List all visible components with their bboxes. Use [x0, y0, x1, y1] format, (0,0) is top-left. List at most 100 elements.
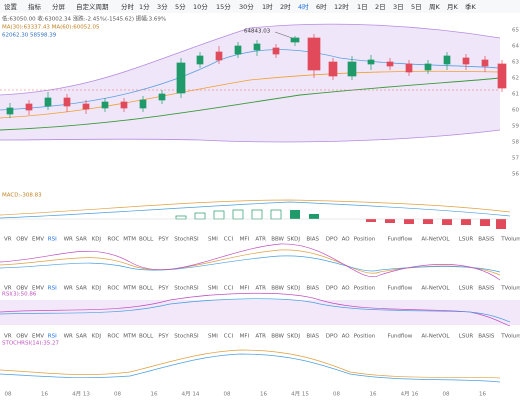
period-button[interactable]: 周K: [429, 3, 441, 11]
indicator-tab[interactable]: SMI: [208, 334, 218, 340]
indicator-tab[interactable]: AI-NetVOL: [421, 286, 450, 292]
toolbar-button[interactable]: 分屏: [52, 2, 66, 11]
indicator-tab[interactable]: BASIS: [478, 286, 495, 292]
indicator-tab[interactable]: ROC: [107, 286, 119, 292]
indicator-tab[interactable]: SMI: [208, 237, 218, 243]
period-button[interactable]: 分时: [121, 2, 135, 11]
period-button[interactable]: 15分: [216, 2, 231, 11]
indicator-tab[interactable]: BIAS: [306, 286, 319, 292]
indicator-tab[interactable]: TVolume: [500, 286, 520, 292]
indicator-tab[interactable]: Fundflow: [388, 286, 413, 292]
toolbar-button[interactable]: 自定义周期: [76, 2, 109, 11]
period-button[interactable]: 30分: [239, 2, 254, 11]
indicator-tab[interactable]: AI-NetVOL: [421, 334, 450, 340]
indicator-tab[interactable]: RSI: [48, 237, 57, 243]
indicator-tab[interactable]: StochRSI: [174, 334, 199, 340]
indicator-tab[interactable]: AO: [342, 286, 351, 292]
indicator-tab[interactable]: MTM: [123, 286, 136, 292]
indicator-tab[interactable]: WR: [64, 237, 73, 243]
indicator-tab[interactable]: BBW: [271, 334, 284, 340]
indicator-tab[interactable]: ATR: [255, 286, 266, 292]
indicator-tab[interactable]: PSY: [158, 334, 169, 340]
indicator-tab[interactable]: TVolume: [500, 237, 520, 243]
indicator-tab[interactable]: LSUR: [459, 286, 474, 292]
indicator-tab[interactable]: ATR: [255, 334, 266, 340]
indicator-tab[interactable]: AI-NetVOL: [421, 237, 450, 243]
period-button[interactable]: 1分: [139, 2, 150, 11]
indicator-tab[interactable]: SAR: [76, 334, 87, 340]
indicator-tab[interactable]: WR: [64, 286, 73, 292]
toolbar-button[interactable]: 设置: [4, 2, 18, 11]
period-button[interactable]: 6时: [316, 2, 327, 11]
indicator-tab[interactable]: Fundflow: [388, 237, 413, 243]
indicator-tab[interactable]: AO: [342, 334, 351, 340]
indicator-tab[interactable]: EMV: [32, 334, 44, 340]
indicator-tab[interactable]: Fundflow: [388, 334, 413, 340]
period-button[interactable]: 12时: [334, 2, 349, 11]
indicator-tab[interactable]: Position: [354, 334, 376, 340]
indicator-tab[interactable]: BASIS: [478, 237, 495, 243]
indicator-tab[interactable]: LSUR: [459, 334, 474, 340]
indicator-tab[interactable]: BBW: [271, 237, 284, 243]
period-button[interactable]: 4时: [298, 2, 309, 11]
indicator-tab[interactable]: VR: [4, 237, 12, 243]
indicator-tab[interactable]: RSI: [48, 286, 57, 292]
period-button[interactable]: 3分: [157, 2, 168, 11]
period-button[interactable]: 3日: [393, 3, 404, 11]
indicator-tab[interactable]: WR: [64, 334, 73, 340]
indicator-tab[interactable]: ATR: [255, 237, 266, 243]
indicator-tab[interactable]: DPO: [326, 237, 339, 243]
indicator-tab[interactable]: MFI: [240, 334, 250, 340]
indicator-tab[interactable]: BIAS: [306, 237, 319, 243]
indicator-tab[interactable]: MFI: [240, 237, 250, 243]
indicator-tab[interactable]: PSY: [158, 237, 169, 243]
indicator-tab[interactable]: CCI: [224, 286, 234, 292]
period-button[interactable]: 10分: [193, 2, 208, 11]
indicator-tab[interactable]: SKDJ: [287, 286, 300, 292]
period-button[interactable]: 1时: [262, 2, 273, 11]
indicator-tab[interactable]: Position: [354, 286, 376, 292]
indicator-tab[interactable]: MTM: [123, 237, 136, 243]
indicator-tab[interactable]: ROC: [107, 334, 119, 340]
indicator-tab[interactable]: SAR: [76, 237, 87, 243]
indicator-tab[interactable]: SKDJ: [287, 237, 300, 243]
indicator-tab[interactable]: EMV: [32, 237, 44, 243]
indicator-tab[interactable]: EMV: [32, 286, 44, 292]
indicator-tab[interactable]: KDJ: [92, 286, 102, 292]
period-button[interactable]: 季K: [465, 2, 477, 11]
indicator-tab[interactable]: BBW: [271, 286, 284, 292]
indicator-tab[interactable]: StochRSI: [174, 237, 199, 243]
indicator-tab[interactable]: KDJ: [92, 237, 102, 243]
indicator-tab[interactable]: SKDJ: [287, 334, 300, 340]
indicator-tab[interactable]: PSY: [158, 286, 169, 292]
indicator-tab[interactable]: Position: [354, 237, 376, 243]
indicator-tab[interactable]: AO: [342, 237, 351, 243]
indicator-tab[interactable]: BOLL: [139, 237, 154, 243]
period-button[interactable]: 1日: [357, 3, 368, 11]
period-button[interactable]: 月K: [447, 3, 459, 11]
indicator-tab[interactable]: BASIS: [478, 334, 495, 340]
indicator-tab[interactable]: BIAS: [306, 334, 319, 340]
indicator-tab[interactable]: LSUR: [459, 237, 474, 243]
period-button[interactable]: 5分: [175, 2, 186, 11]
indicator-tab[interactable]: DPO: [326, 334, 339, 340]
period-button[interactable]: 2日: [375, 3, 386, 11]
indicator-tab[interactable]: CCI: [224, 334, 234, 340]
indicator-tab[interactable]: BOLL: [139, 286, 154, 292]
indicator-tab[interactable]: OBV: [16, 334, 28, 340]
indicator-tab[interactable]: MFI: [240, 286, 250, 292]
indicator-tab[interactable]: BOLL: [139, 334, 154, 340]
toolbar-button[interactable]: 指标: [28, 2, 42, 11]
indicator-tab[interactable]: MTM: [123, 334, 136, 340]
indicator-tab[interactable]: OBV: [16, 286, 28, 292]
indicator-tab[interactable]: DPO: [326, 286, 339, 292]
indicator-tab[interactable]: SMI: [208, 286, 218, 292]
period-button[interactable]: 5日: [411, 3, 422, 11]
period-button[interactable]: 2时: [280, 2, 291, 11]
indicator-tab[interactable]: SAR: [76, 286, 87, 292]
indicator-tab[interactable]: CCI: [224, 237, 234, 243]
indicator-tab[interactable]: VR: [4, 286, 12, 292]
indicator-tab[interactable]: RSI: [48, 334, 57, 340]
indicator-tab[interactable]: TVolume: [500, 334, 520, 340]
indicator-tab[interactable]: StochRSI: [174, 286, 199, 292]
